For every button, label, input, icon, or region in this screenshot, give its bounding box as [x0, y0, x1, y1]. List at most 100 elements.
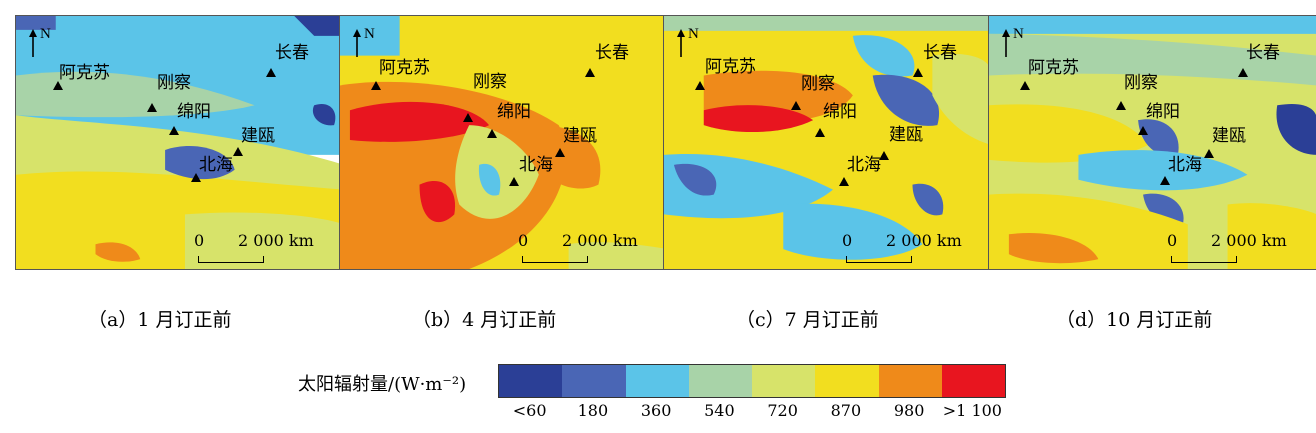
north-arrow-icon: [1002, 29, 1010, 57]
legend-swatch: [688, 365, 752, 397]
station-label-gangcha: 刚察: [1124, 73, 1158, 93]
legend-tick-label: >1 100: [942, 401, 1002, 420]
caption-d: （d）10 月订正前: [1056, 309, 1213, 331]
station-marker-icon: [1204, 149, 1214, 158]
station-marker-icon: [879, 151, 889, 160]
caption-c: （c）7 月订正前: [736, 309, 879, 331]
north-label: N: [1013, 26, 1024, 42]
station-label-changchun: 长春: [275, 43, 309, 63]
scale-bar-line: [522, 256, 588, 263]
station-marker-icon: [1160, 176, 1170, 185]
radiation-region: [1078, 150, 1248, 191]
station-label-mianyang: 绵阳: [497, 102, 531, 122]
radiation-region: [1276, 104, 1316, 155]
station-marker-icon: [463, 113, 473, 122]
station-marker-icon: [791, 101, 801, 110]
station-marker-icon: [913, 68, 923, 77]
radiation-region: [419, 180, 456, 223]
legend-tick-label: 540: [704, 401, 735, 420]
station-label-beihai: 北海: [847, 155, 881, 175]
legend-swatch: [562, 365, 626, 397]
station-jianou: 建瓯: [1204, 126, 1246, 163]
radiation-region: [989, 16, 1316, 34]
scale-zero-label: 0: [842, 231, 853, 250]
station-label-mianyang: 绵阳: [823, 102, 857, 122]
station-label-beihai: 北海: [1168, 155, 1202, 175]
radiation-region: [16, 16, 56, 30]
radiation-region: [312, 104, 336, 126]
station-marker-icon: [191, 173, 201, 182]
north-arrow-icon: [353, 29, 361, 57]
station-changchun: 长春: [913, 43, 957, 82]
station-mianyang: 绵阳: [487, 102, 531, 143]
station-gangcha: 刚察: [463, 72, 507, 127]
radiation-region: [294, 16, 344, 36]
radiation-region: [165, 146, 235, 180]
station-mianyang: 绵阳: [815, 102, 857, 142]
station-gangcha: 刚察: [791, 74, 835, 115]
radiation-map-b: [340, 16, 668, 269]
station-marker-icon: [233, 147, 243, 156]
legend-color-bar: [498, 364, 1006, 398]
station-label-mianyang: 绵阳: [177, 102, 211, 122]
scale-zero-label: 0: [194, 231, 205, 250]
station-label-changchun: 长春: [923, 43, 957, 63]
legend-tick-label: 720: [767, 401, 798, 420]
radiation-region: [872, 74, 940, 126]
radiation-map-c: [664, 16, 992, 269]
legend-tick-label: 180: [577, 401, 609, 420]
station-label-gangcha: 刚察: [157, 73, 191, 93]
station-marker-icon: [555, 148, 565, 157]
station-label-gangcha: 刚察: [801, 74, 835, 94]
station-marker-icon: [169, 126, 179, 135]
scale-distance-label: 2 000 km: [238, 231, 314, 250]
station-marker-icon: [1138, 126, 1148, 135]
legend-swatch: [878, 365, 942, 397]
map-panel-c: N 阿克苏 刚察 绵阳 北海 建瓯 长春 0 2 000 km: [663, 15, 993, 270]
scale-bar-line: [846, 256, 912, 263]
legend-tick-label: 980: [893, 401, 925, 420]
legend-swatch: [625, 365, 689, 397]
station-marker-icon: [839, 177, 849, 186]
north-label: N: [364, 26, 375, 42]
caption-a: （a）1 月订正前: [88, 309, 232, 331]
station-label-changchun: 长春: [595, 43, 629, 63]
station-jianou: 建瓯: [233, 126, 275, 161]
station-marker-icon: [266, 68, 276, 77]
station-label-jianou: 建瓯: [241, 126, 275, 146]
legend-swatch: [752, 365, 816, 397]
legend-swatch: [499, 365, 563, 397]
scale-zero-label: 0: [518, 231, 529, 250]
radiation-region: [673, 163, 717, 196]
radiation-region: [95, 242, 141, 262]
station-marker-icon: [585, 68, 595, 77]
station-marker-icon: [1020, 81, 1030, 90]
station-beihai: 北海: [1160, 155, 1202, 190]
station-marker-icon: [371, 81, 381, 90]
scale-distance-label: 2 000 km: [1211, 231, 1287, 250]
map-panel-a: N 阿克苏 刚察 绵阳 北海 建瓯 长春 0 2 000 km: [15, 15, 345, 270]
station-changchun: 长春: [585, 43, 629, 82]
station-marker-icon: [487, 129, 497, 138]
radiation-region: [349, 101, 490, 142]
legend-tick-label: 870: [830, 401, 862, 420]
map-panel-b: N 阿克苏 刚察 绵阳 北海 建瓯 长春 0 2 000 km: [339, 15, 669, 270]
station-jianou: 建瓯: [555, 126, 597, 162]
map-panel-d: N 阿克苏 刚察 绵阳 北海 建瓯 长春 0 2 000 km: [988, 15, 1316, 270]
station-aksu: 阿克苏: [695, 57, 756, 95]
radiation-region: [912, 183, 944, 216]
station-label-beihai: 北海: [199, 155, 233, 175]
station-label-gangcha: 刚察: [473, 72, 507, 92]
station-mianyang: 绵阳: [1138, 102, 1180, 140]
radiation-region: [538, 125, 601, 189]
radiation-region: [478, 163, 501, 196]
station-label-mianyang: 绵阳: [1146, 102, 1180, 122]
station-changchun: 长春: [266, 43, 309, 82]
station-jianou: 建瓯: [879, 125, 923, 165]
station-marker-icon: [1116, 101, 1126, 110]
station-gangcha: 刚察: [147, 73, 191, 117]
legend-swatch: [941, 365, 1005, 397]
north-label: N: [40, 26, 51, 42]
station-marker-icon: [815, 128, 825, 137]
station-aksu: 阿克苏: [371, 58, 430, 95]
